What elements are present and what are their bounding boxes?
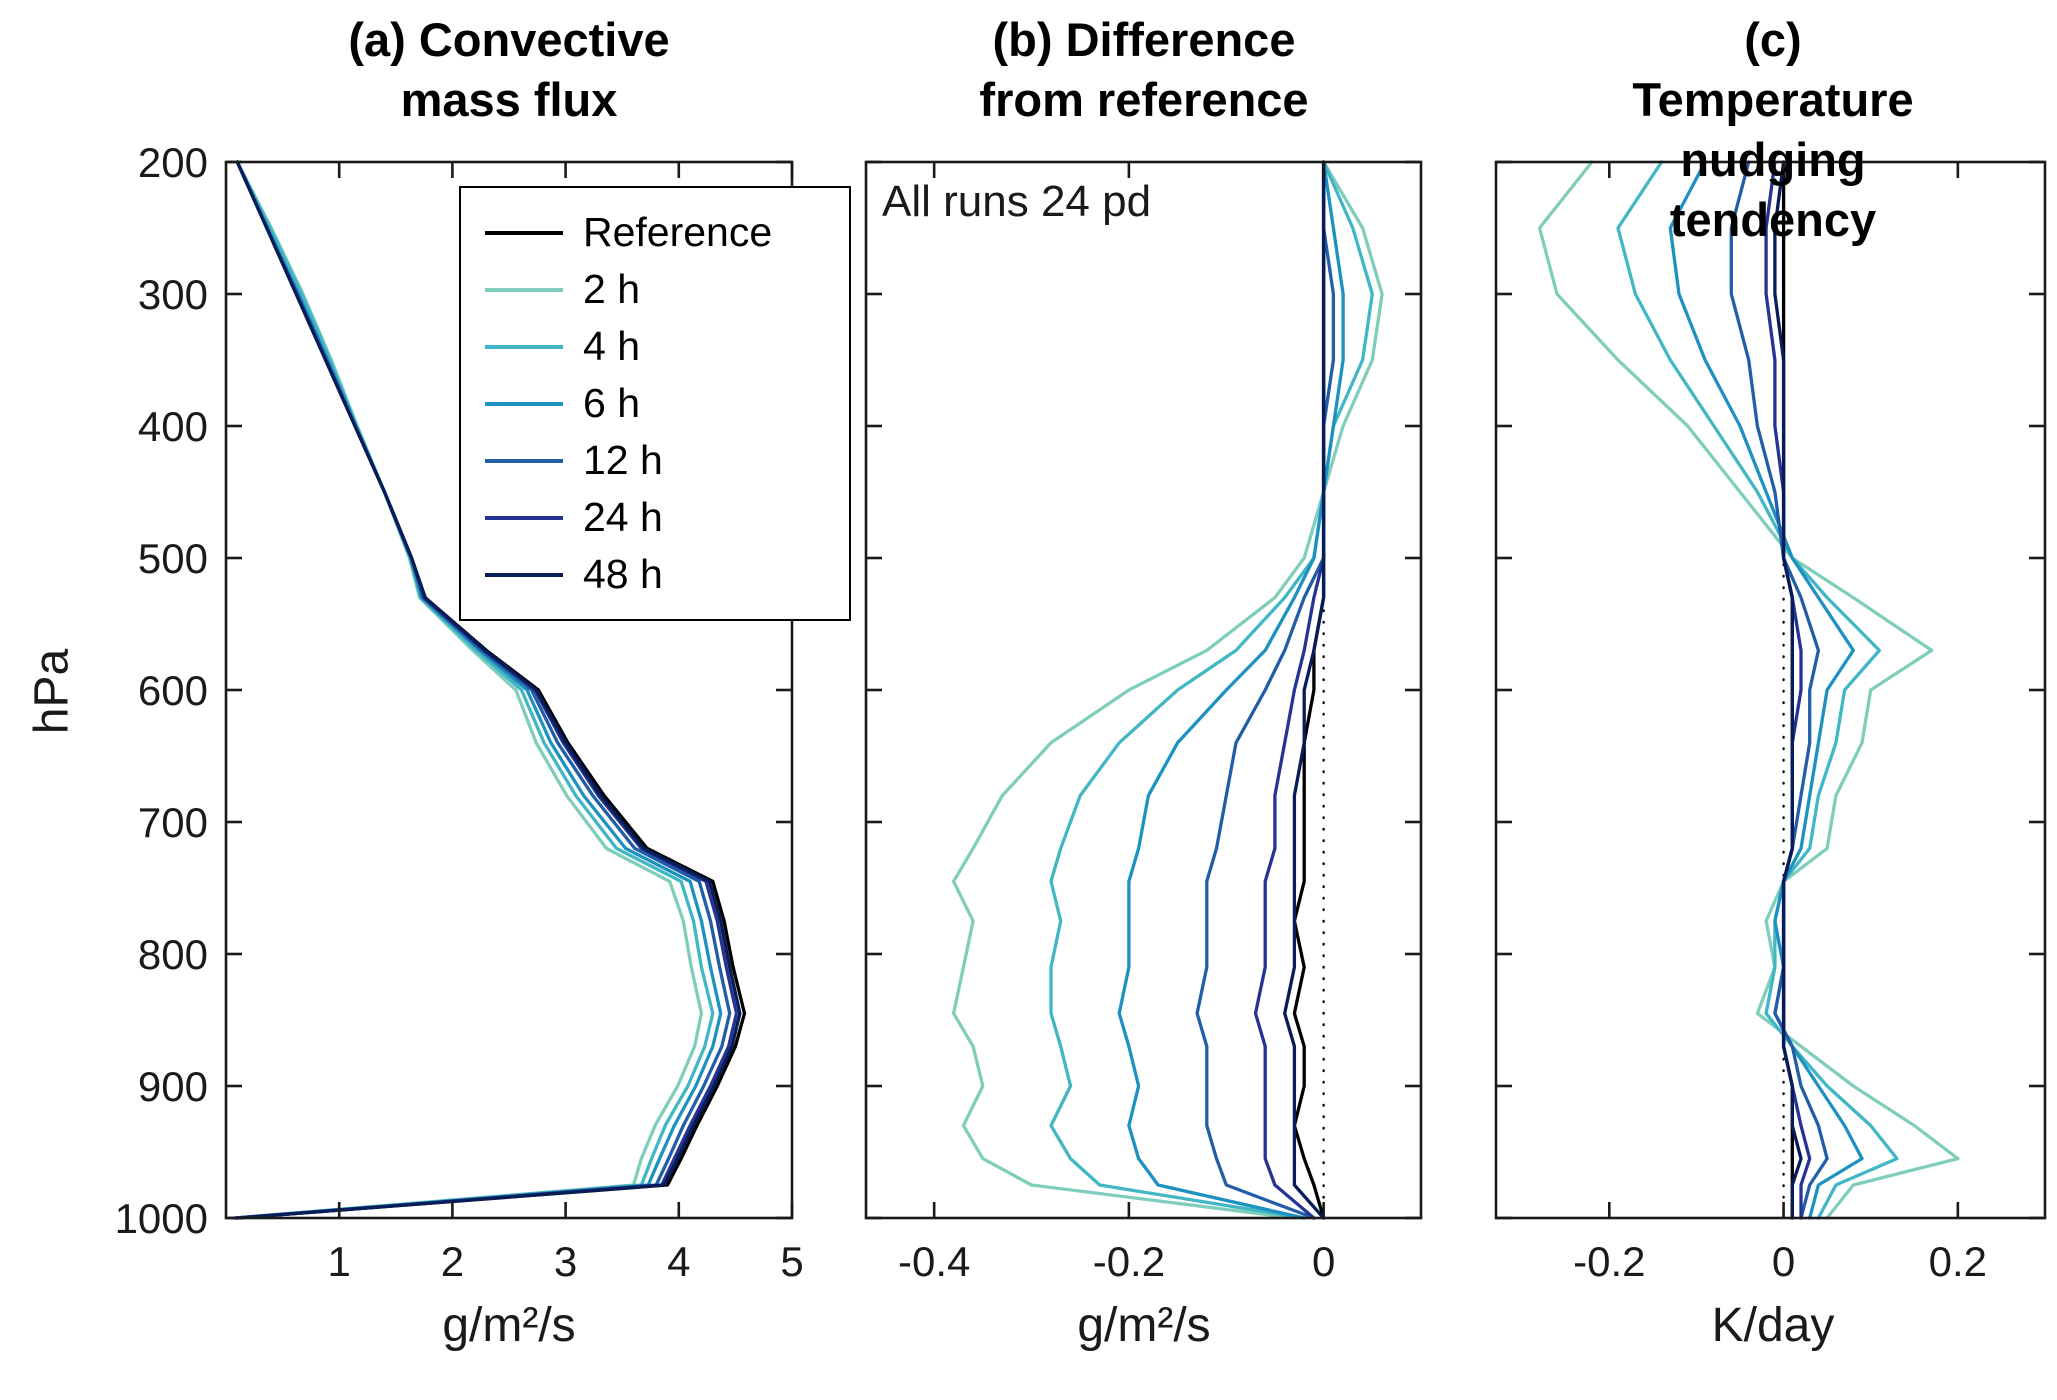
legend-item-48h: 48 h: [485, 546, 849, 603]
series-line-2h-b: [951, 160, 1384, 1220]
legend-line-sample: [485, 458, 563, 463]
series-line-48h-a: [235, 160, 742, 1220]
legend-item-2h: 2 h: [485, 261, 849, 318]
panel-b: -0.4 -0.2 0 All runs 24 pd: [864, 160, 1423, 1285]
panel-a-x-axis-label: g/m²/s: [442, 1299, 576, 1352]
y-tick-label: 200: [138, 139, 208, 186]
y-tick-label: 800: [138, 931, 208, 978]
legend-box: Reference 2 h 4 h 6 h 12 h 24 h 48 h: [459, 186, 851, 621]
x-tick-label: -0.2: [1093, 1238, 1165, 1285]
panel-c-x-axis-label: K/day: [1711, 1299, 1835, 1352]
legend-item-label: 2 h: [583, 266, 640, 312]
x-tick-label: 4: [667, 1238, 690, 1285]
panel-annotation: All runs 24 pd: [882, 177, 1151, 226]
legend-item-label: 48 h: [583, 551, 663, 597]
legend-line-sample: [485, 287, 563, 292]
x-tick-label: 1: [328, 1238, 351, 1285]
panel-a-title: (a) Convective mass flux: [348, 13, 670, 127]
series-line-6h-c: [1668, 160, 1864, 1220]
legend-item-label: 12 h: [583, 437, 663, 483]
legend-item-reference: Reference: [485, 204, 849, 261]
series-line-6h-b: [1117, 160, 1345, 1220]
series-line-4h-b: [1049, 160, 1374, 1220]
x-tick-label: 0: [1772, 1238, 1795, 1285]
x-tick-label: -0.4: [898, 1238, 970, 1285]
x-tick-label: 2: [441, 1238, 464, 1285]
y-axis-label: hPa: [25, 648, 79, 735]
series-line-48h-b: [1283, 160, 1326, 1220]
legend-item-label: 24 h: [583, 494, 663, 540]
y-tick-label: 600: [138, 667, 208, 714]
legend-item-6h: 6 h: [485, 375, 849, 432]
panel-b-x-axis-label: g/m²/s: [1077, 1299, 1211, 1352]
x-tick-label: 0.2: [1929, 1238, 1987, 1285]
legend-item-4h: 4 h: [485, 318, 849, 375]
legend-line-sample: [485, 572, 563, 577]
series-line-reference-b: [1292, 160, 1326, 1220]
x-tick-label: -0.2: [1573, 1238, 1645, 1285]
y-tick-label: 500: [138, 535, 208, 582]
legend-line-sample: [485, 401, 563, 406]
series-line-2h-c: [1537, 160, 1960, 1220]
legend-item-24h: 24 h: [485, 489, 849, 546]
panel-c-title: (c) Temperature nudging tendency: [1632, 13, 1914, 247]
x-tick-label: 5: [780, 1238, 803, 1285]
legend-line-sample: [485, 230, 563, 235]
series-line-12h-b: [1195, 160, 1336, 1220]
y-tick-label: 700: [138, 799, 208, 846]
legend-item-label: 4 h: [583, 323, 640, 369]
legend-item-12h: 12 h: [485, 432, 849, 489]
y-tick-label: 900: [138, 1063, 208, 1110]
y-tick-label: 1000: [115, 1195, 208, 1242]
legend-item-label: Reference: [583, 209, 773, 255]
series-line-12h-c: [1729, 160, 1829, 1220]
x-tick-label: 3: [554, 1238, 577, 1285]
legend-line-sample: [485, 515, 563, 520]
panel-a: 1 2 3 4 5 200 300 400 500 600 700 800 900 1000: [115, 139, 804, 1285]
panel-c: -0.2 0 0.2: [1494, 160, 2047, 1285]
x-tick-label: 0: [1312, 1238, 1335, 1285]
series-line-4h-c: [1616, 160, 1899, 1220]
legend-item-label: 6 h: [583, 380, 640, 426]
series-line-48h-c: [1773, 160, 1803, 1220]
y-tick-label: 400: [138, 403, 208, 450]
axes-box-b: [864, 160, 1423, 1220]
legend-line-sample: [485, 344, 563, 349]
y-tick-label: 300: [138, 271, 208, 318]
panel-b-title: (b) Difference from reference: [979, 13, 1309, 127]
